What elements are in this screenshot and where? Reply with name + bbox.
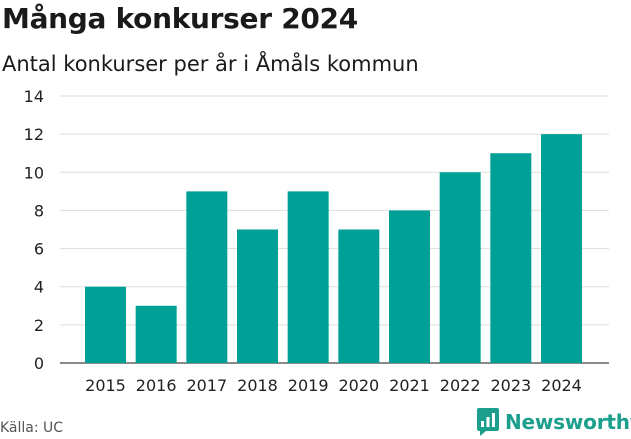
- bar-2019: [287, 191, 329, 363]
- bar-2016: [135, 305, 177, 363]
- bar-2015: [85, 286, 126, 363]
- x-tick-label: 2015: [85, 376, 126, 395]
- bar-2018: [237, 229, 278, 363]
- y-tick-label: 10: [24, 163, 44, 182]
- x-tick-label: 2022: [440, 376, 481, 395]
- y-tick-label: 4: [34, 278, 44, 297]
- y-tick-label: 12: [24, 125, 44, 144]
- bar-2017: [186, 191, 228, 363]
- bar-2023: [490, 153, 532, 363]
- newsworthy-logo-text: Newsworthy: [505, 410, 631, 434]
- y-tick-label: 8: [34, 201, 44, 220]
- x-tick-label: 2016: [136, 376, 177, 395]
- x-tick-label: 2020: [338, 376, 379, 395]
- x-axis-ticks: 2015 2016 2017 2018 2019 2020 2021 2022 2023 2024: [85, 376, 582, 395]
- x-tick-label: 2024: [541, 376, 582, 395]
- newsworthy-logo-icon: [477, 408, 499, 436]
- chart-title: Många konkurser 2024: [2, 2, 358, 35]
- x-tick-label: 2021: [389, 376, 430, 395]
- bar-2020: [338, 229, 380, 363]
- y-tick-label: 0: [34, 354, 44, 373]
- bar-2021: [389, 210, 430, 363]
- x-tick-label: 2023: [490, 376, 531, 395]
- bar-2024: [541, 134, 582, 363]
- y-tick-label: 14: [24, 87, 44, 106]
- bar-2022: [439, 172, 481, 363]
- bars: [85, 134, 582, 363]
- x-tick-label: 2018: [237, 376, 278, 395]
- y-axis-ticks: 0 2 4 6 8 10 12 14: [24, 87, 44, 373]
- x-tick-label: 2019: [288, 376, 329, 395]
- y-tick-label: 6: [34, 240, 44, 259]
- x-tick-label: 2017: [186, 376, 227, 395]
- y-tick-label: 2: [34, 316, 44, 335]
- source-note: Källa: UC: [0, 420, 64, 436]
- newsworthy-logo: Newsworthy: [476, 406, 631, 438]
- chart-subtitle: Antal konkurser per år i Åmåls kommun: [2, 52, 419, 76]
